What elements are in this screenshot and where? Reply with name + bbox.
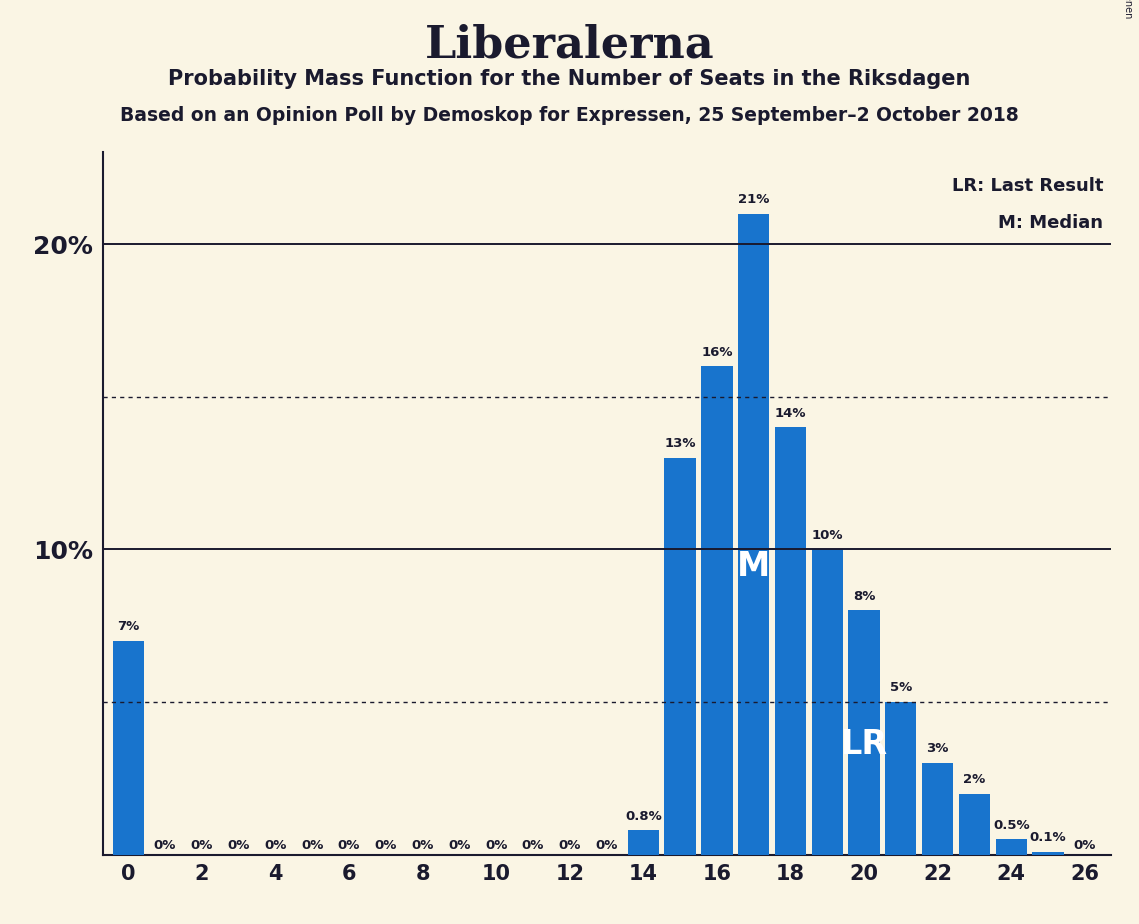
Text: 0%: 0% — [448, 839, 470, 852]
Text: 0%: 0% — [154, 839, 177, 852]
Bar — [664, 457, 696, 855]
Text: 0%: 0% — [301, 839, 323, 852]
Bar — [921, 763, 953, 855]
Text: 0.1%: 0.1% — [1030, 831, 1066, 844]
Text: 0%: 0% — [338, 839, 360, 852]
Text: 8%: 8% — [853, 590, 875, 602]
Text: 7%: 7% — [117, 620, 139, 633]
Text: 0.8%: 0.8% — [625, 809, 662, 822]
Bar — [812, 550, 843, 855]
Text: 13%: 13% — [664, 437, 696, 450]
Bar — [775, 427, 806, 855]
Text: 21%: 21% — [738, 193, 769, 206]
Text: 10%: 10% — [811, 529, 843, 541]
Text: 0%: 0% — [1074, 839, 1096, 852]
Text: © 2020 Filip van Laenen: © 2020 Filip van Laenen — [1123, 0, 1133, 18]
Text: 16%: 16% — [702, 346, 732, 359]
Text: 0%: 0% — [375, 839, 398, 852]
Text: 14%: 14% — [775, 407, 806, 419]
Text: 3%: 3% — [926, 743, 949, 756]
Text: 5%: 5% — [890, 681, 912, 695]
Text: 0%: 0% — [558, 839, 581, 852]
Bar — [1032, 852, 1064, 855]
Bar — [113, 641, 144, 855]
Text: M: M — [737, 550, 770, 583]
Text: 0%: 0% — [228, 839, 249, 852]
Text: 0%: 0% — [264, 839, 287, 852]
Bar — [849, 611, 879, 855]
Text: 0%: 0% — [596, 839, 617, 852]
Text: 0.5%: 0.5% — [993, 819, 1030, 832]
Bar — [738, 213, 769, 855]
Text: 0%: 0% — [411, 839, 434, 852]
Bar — [959, 794, 990, 855]
Text: 0%: 0% — [485, 839, 507, 852]
Text: LR: LR — [841, 728, 887, 761]
Text: 2%: 2% — [964, 773, 985, 786]
Bar — [995, 839, 1027, 855]
Text: 0%: 0% — [522, 839, 544, 852]
Text: 0%: 0% — [190, 839, 213, 852]
Text: Based on an Opinion Poll by Demoskop for Expressen, 25 September–2 October 2018: Based on an Opinion Poll by Demoskop for… — [120, 106, 1019, 126]
Bar — [628, 831, 659, 855]
Bar — [885, 702, 917, 855]
Text: Probability Mass Function for the Number of Seats in the Riksdagen: Probability Mass Function for the Number… — [169, 69, 970, 90]
Bar — [702, 366, 732, 855]
Text: Liberalerna: Liberalerna — [425, 23, 714, 67]
Text: M: Median: M: Median — [998, 213, 1104, 232]
Text: LR: Last Result: LR: Last Result — [952, 176, 1104, 195]
